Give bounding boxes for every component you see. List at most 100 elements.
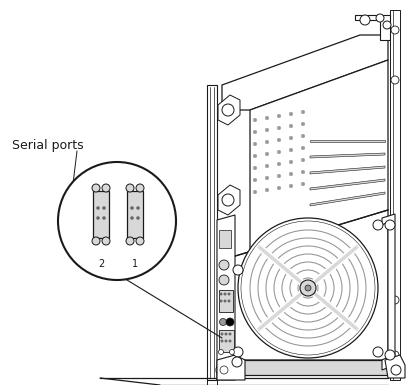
Circle shape: [220, 300, 222, 302]
Circle shape: [265, 128, 269, 132]
Polygon shape: [382, 214, 395, 370]
Circle shape: [373, 220, 383, 230]
Circle shape: [289, 160, 293, 164]
Circle shape: [305, 285, 311, 291]
Circle shape: [289, 148, 293, 152]
Polygon shape: [385, 355, 405, 378]
Circle shape: [224, 293, 226, 295]
Circle shape: [102, 237, 110, 245]
Polygon shape: [222, 210, 388, 360]
Circle shape: [92, 237, 100, 245]
Polygon shape: [217, 215, 235, 380]
Circle shape: [224, 300, 226, 302]
Circle shape: [265, 116, 269, 120]
Circle shape: [277, 150, 281, 154]
Circle shape: [221, 340, 223, 342]
Circle shape: [289, 124, 293, 128]
Circle shape: [383, 21, 391, 29]
Circle shape: [253, 142, 257, 146]
Polygon shape: [217, 355, 245, 380]
Circle shape: [219, 318, 226, 325]
Circle shape: [102, 184, 110, 192]
Circle shape: [222, 104, 234, 116]
Circle shape: [216, 362, 232, 378]
Circle shape: [391, 76, 399, 84]
Polygon shape: [127, 191, 143, 238]
Text: Serial ports: Serial ports: [12, 139, 83, 152]
Circle shape: [265, 188, 269, 192]
Circle shape: [301, 122, 305, 126]
Polygon shape: [218, 185, 240, 215]
Circle shape: [220, 293, 222, 295]
Circle shape: [222, 194, 234, 206]
Bar: [219, 330, 234, 352]
Polygon shape: [250, 60, 388, 260]
Polygon shape: [93, 191, 109, 238]
Circle shape: [301, 134, 305, 138]
Circle shape: [253, 118, 257, 122]
Circle shape: [391, 296, 399, 304]
Circle shape: [241, 221, 375, 355]
Circle shape: [131, 206, 133, 209]
Circle shape: [391, 351, 399, 359]
Circle shape: [301, 158, 305, 162]
Circle shape: [277, 186, 281, 190]
Circle shape: [391, 365, 401, 375]
Circle shape: [373, 347, 383, 357]
Polygon shape: [310, 179, 385, 190]
Text: 1: 1: [132, 259, 138, 269]
Circle shape: [225, 333, 227, 335]
Circle shape: [289, 172, 293, 176]
Circle shape: [131, 216, 133, 219]
Polygon shape: [222, 35, 388, 110]
Circle shape: [218, 350, 223, 355]
Circle shape: [126, 184, 134, 192]
Circle shape: [221, 333, 223, 335]
Circle shape: [253, 166, 257, 170]
Circle shape: [265, 164, 269, 168]
Circle shape: [265, 140, 269, 144]
Circle shape: [229, 340, 231, 342]
Circle shape: [300, 280, 316, 296]
Circle shape: [253, 190, 257, 194]
Circle shape: [97, 206, 100, 209]
Text: 2: 2: [98, 259, 104, 269]
Circle shape: [277, 114, 281, 118]
Circle shape: [301, 146, 305, 150]
Circle shape: [220, 366, 228, 374]
Circle shape: [238, 218, 378, 358]
Circle shape: [58, 162, 176, 280]
Circle shape: [277, 162, 281, 166]
Circle shape: [136, 237, 144, 245]
Polygon shape: [310, 166, 385, 174]
Circle shape: [289, 184, 293, 188]
Polygon shape: [310, 153, 385, 158]
Circle shape: [232, 357, 242, 367]
Polygon shape: [310, 140, 385, 142]
Circle shape: [385, 350, 395, 360]
Polygon shape: [390, 10, 400, 380]
Circle shape: [233, 347, 243, 357]
Circle shape: [265, 152, 269, 156]
Circle shape: [102, 206, 105, 209]
Polygon shape: [207, 85, 217, 380]
Circle shape: [289, 112, 293, 116]
Circle shape: [136, 184, 144, 192]
Circle shape: [385, 220, 395, 230]
Circle shape: [301, 110, 305, 114]
Circle shape: [277, 174, 281, 178]
Circle shape: [253, 130, 257, 134]
Circle shape: [360, 15, 370, 25]
Bar: [219, 290, 233, 312]
Circle shape: [92, 184, 100, 192]
Circle shape: [226, 318, 234, 326]
Bar: [219, 230, 231, 248]
Circle shape: [229, 333, 231, 335]
Circle shape: [376, 14, 384, 22]
Circle shape: [102, 216, 105, 219]
Circle shape: [230, 350, 235, 355]
Circle shape: [289, 136, 293, 140]
Circle shape: [253, 154, 257, 158]
Circle shape: [97, 216, 100, 219]
Circle shape: [301, 182, 305, 186]
